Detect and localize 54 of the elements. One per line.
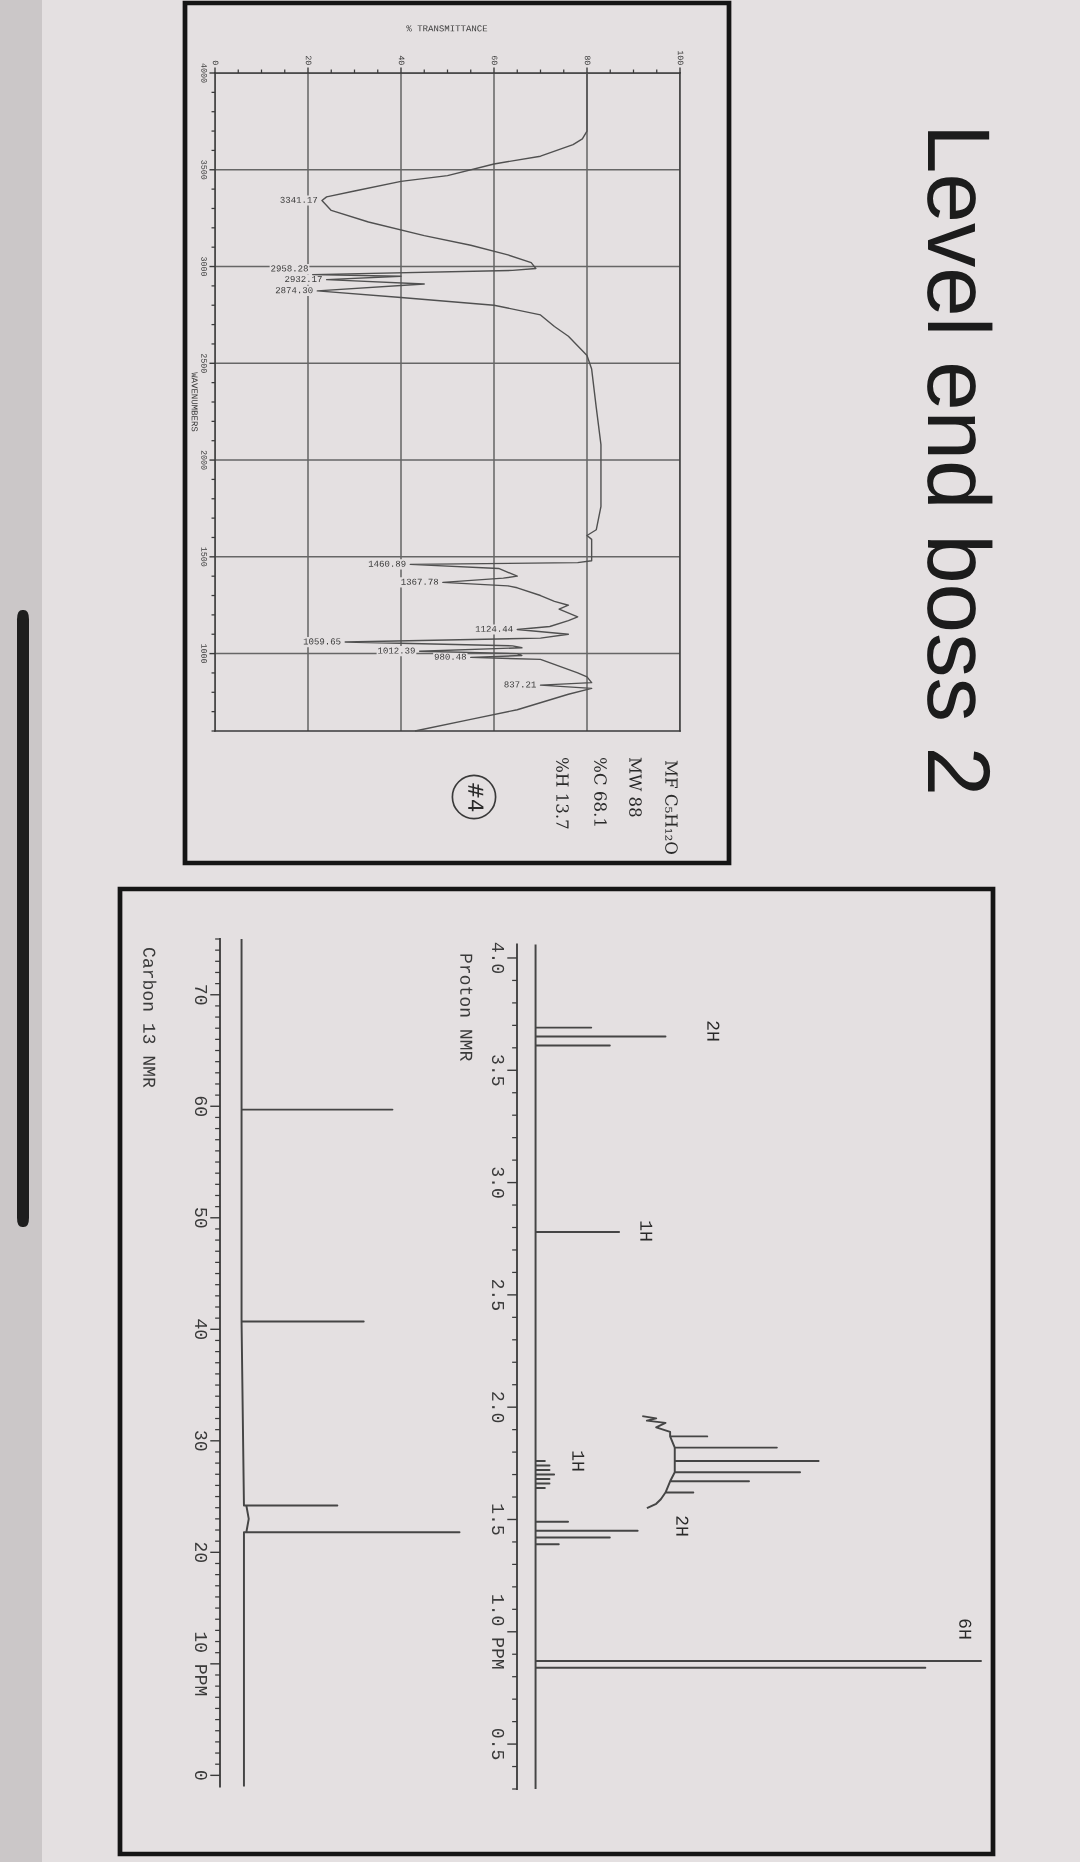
y-axis-title: WAVENUMBERS <box>191 372 198 432</box>
y-tick-label: 3.0 <box>491 1167 505 1198</box>
y-tick-label: 70 <box>194 985 208 1005</box>
chart-title: Level end boss 2 <box>927 131 993 792</box>
y-tick-label: 3000 <box>201 257 207 277</box>
y-tick-label: 1.5 <box>491 1504 504 1535</box>
y-axis-title: Proton NMR <box>460 954 473 1061</box>
y-tick-label: 3.5 <box>491 1055 505 1086</box>
y-tick-label: 3500 <box>201 160 207 180</box>
annotation: 2H <box>707 1021 720 1041</box>
y-tick-label: 20 <box>194 1542 208 1563</box>
y-tick-label: 40 <box>194 1319 208 1340</box>
y-tick-label: 2500 <box>201 353 207 373</box>
y-axis-title: Carbon 13 NMR <box>143 948 157 1088</box>
annotation: 980.48 <box>434 653 466 660</box>
y-tick-label: 2000 <box>201 450 207 470</box>
y-tick-label: 60 <box>194 1096 208 1116</box>
y-tick-label: 0.5 <box>491 1728 505 1760</box>
text: %C 68.1 <box>594 757 607 826</box>
y-tick-label: 1.0 PPM <box>491 1595 505 1669</box>
x-tick-label: 0 <box>212 60 219 65</box>
x-tick-label: 20 <box>305 55 312 65</box>
y-tick-label: 4000 <box>201 63 207 83</box>
annotation: 2874.30 <box>275 287 313 294</box>
y-tick-label: 1000 <box>201 644 207 664</box>
annotation: 2H <box>676 1516 689 1536</box>
x-tick-label: 80 <box>584 55 591 65</box>
x-tick-label: 40 <box>398 55 405 65</box>
y-tick-label: 0 <box>194 1771 208 1780</box>
annotation: 1H <box>572 1451 585 1471</box>
annotation: 1H <box>640 1221 653 1241</box>
annotation: 1012.39 <box>378 647 415 654</box>
y-tick-label: 50 <box>194 1208 208 1228</box>
x-axis-title: % TRANSMITTANCE <box>406 25 488 32</box>
text: #4 <box>468 783 484 812</box>
x-tick-label: 100 <box>677 50 684 65</box>
annotation: 3341.17 <box>280 196 318 203</box>
y-tick-label: 30 <box>194 1431 208 1451</box>
annotation: 2958.28 <box>271 265 308 272</box>
text: MW 88 <box>629 757 642 817</box>
annotation: 1059.65 <box>303 638 341 645</box>
text: %H 13.7 <box>556 757 569 829</box>
annotation: 1124.44 <box>475 625 513 632</box>
text: MF C₅H₁₂O <box>665 760 678 854</box>
y-tick-label: 4.0 <box>491 942 505 974</box>
y-tick-label: 2.0 <box>491 1392 505 1423</box>
y-tick-label: 2.5 <box>491 1279 505 1310</box>
annotation: 2932.17 <box>285 275 322 283</box>
y-tick-label: 1500 <box>201 547 207 567</box>
y-tick-label: 10 PPM <box>194 1632 208 1696</box>
annotation: 6H <box>959 1619 972 1639</box>
annotation: 837.21 <box>504 681 536 688</box>
annotation: 1460.89 <box>368 560 406 567</box>
annotation: 1367.78 <box>401 578 439 585</box>
